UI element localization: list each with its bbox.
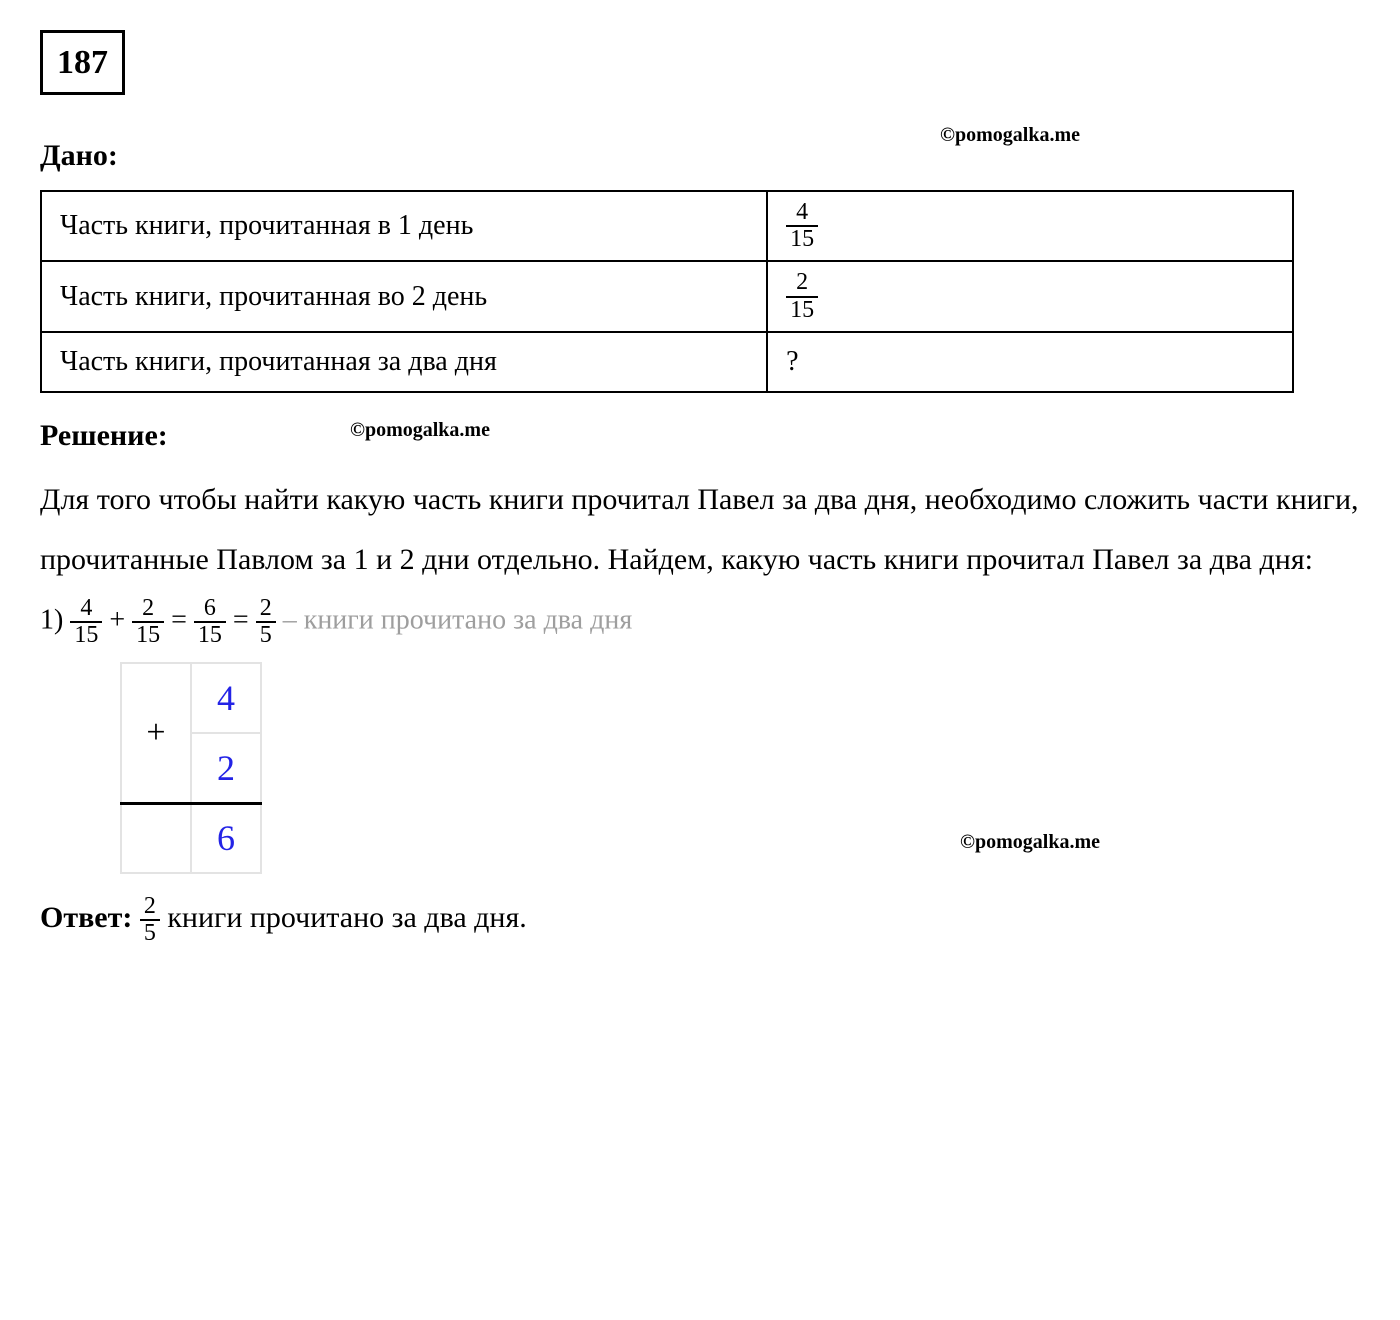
watermark-middle: ©pomogalka.me	[350, 415, 490, 445]
column-operator: +	[121, 663, 191, 803]
column-row: + 4	[121, 663, 261, 733]
fraction: 4 15	[70, 596, 102, 648]
fraction-numerator: 2	[256, 596, 276, 621]
equals-sign: =	[171, 604, 194, 635]
fraction-denominator: 5	[256, 621, 276, 648]
given-row1-value: 4 15	[767, 191, 1293, 261]
plus-sign: +	[109, 604, 132, 635]
answer-label: Ответ:	[40, 901, 132, 934]
given-row3-label: Часть книги, прочитанная за два дня	[41, 332, 767, 392]
fraction: 2 5	[140, 894, 160, 946]
fraction-numerator: 2	[140, 894, 160, 919]
fraction-numerator: 4	[70, 596, 102, 621]
given-label: Дано:	[40, 133, 1360, 178]
answer-text: книги прочитано за два дня.	[167, 901, 526, 934]
given-row2-value: 2 15	[767, 261, 1293, 331]
answer-line: Ответ: 2 5 книги прочитано за два дня.	[40, 894, 1360, 946]
fraction: 4 15	[786, 200, 818, 252]
solution-label: Решение:	[40, 413, 1360, 458]
table-row: Часть книги, прочитанная за два дня ?	[41, 332, 1293, 392]
fraction-numerator: 4	[786, 200, 818, 225]
fraction-denominator: 15	[132, 621, 164, 648]
fraction: 6 15	[194, 596, 226, 648]
column-operand2: 2	[191, 733, 261, 803]
calc-prefix: 1)	[40, 604, 70, 635]
fraction-denominator: 5	[140, 919, 160, 946]
fraction-denominator: 15	[786, 296, 818, 323]
watermark-top: ©pomogalka.me	[940, 120, 1080, 150]
calc-suffix: – книги прочитано за два дня	[283, 604, 632, 635]
problem-number-box: 187	[40, 30, 125, 95]
fraction-denominator: 15	[786, 225, 818, 252]
fraction-denominator: 15	[70, 621, 102, 648]
fraction-numerator: 2	[132, 596, 164, 621]
table-row: Часть книги, прочитанная в 1 день 4 15	[41, 191, 1293, 261]
column-result-row: 6	[121, 803, 261, 873]
given-table: Часть книги, прочитанная в 1 день 4 15 Ч…	[40, 190, 1294, 393]
fraction: 2 15	[132, 596, 164, 648]
fraction-denominator: 15	[194, 621, 226, 648]
table-row: Часть книги, прочитанная во 2 день 2 15	[41, 261, 1293, 331]
solution-paragraph: Для того чтобы найти какую часть книги п…	[40, 470, 1360, 590]
column-result: 6	[191, 803, 261, 873]
watermark-bottom: ©pomogalka.me	[960, 827, 1100, 857]
fraction: 2 5	[256, 596, 276, 648]
fraction-numerator: 6	[194, 596, 226, 621]
given-row2-label: Часть книги, прочитанная во 2 день	[41, 261, 767, 331]
calculation-line: 1) 4 15 + 2 15 = 6 15 = 2 5 – книги проч…	[40, 596, 1360, 648]
column-empty	[121, 803, 191, 873]
fraction-numerator: 2	[786, 270, 818, 295]
given-row3-value: ?	[767, 332, 1293, 392]
given-row1-label: Часть книги, прочитанная в 1 день	[41, 191, 767, 261]
equals-sign: =	[233, 604, 256, 635]
column-addition: + 4 2 6	[120, 662, 262, 874]
column-operand1: 4	[191, 663, 261, 733]
fraction: 2 15	[786, 270, 818, 322]
